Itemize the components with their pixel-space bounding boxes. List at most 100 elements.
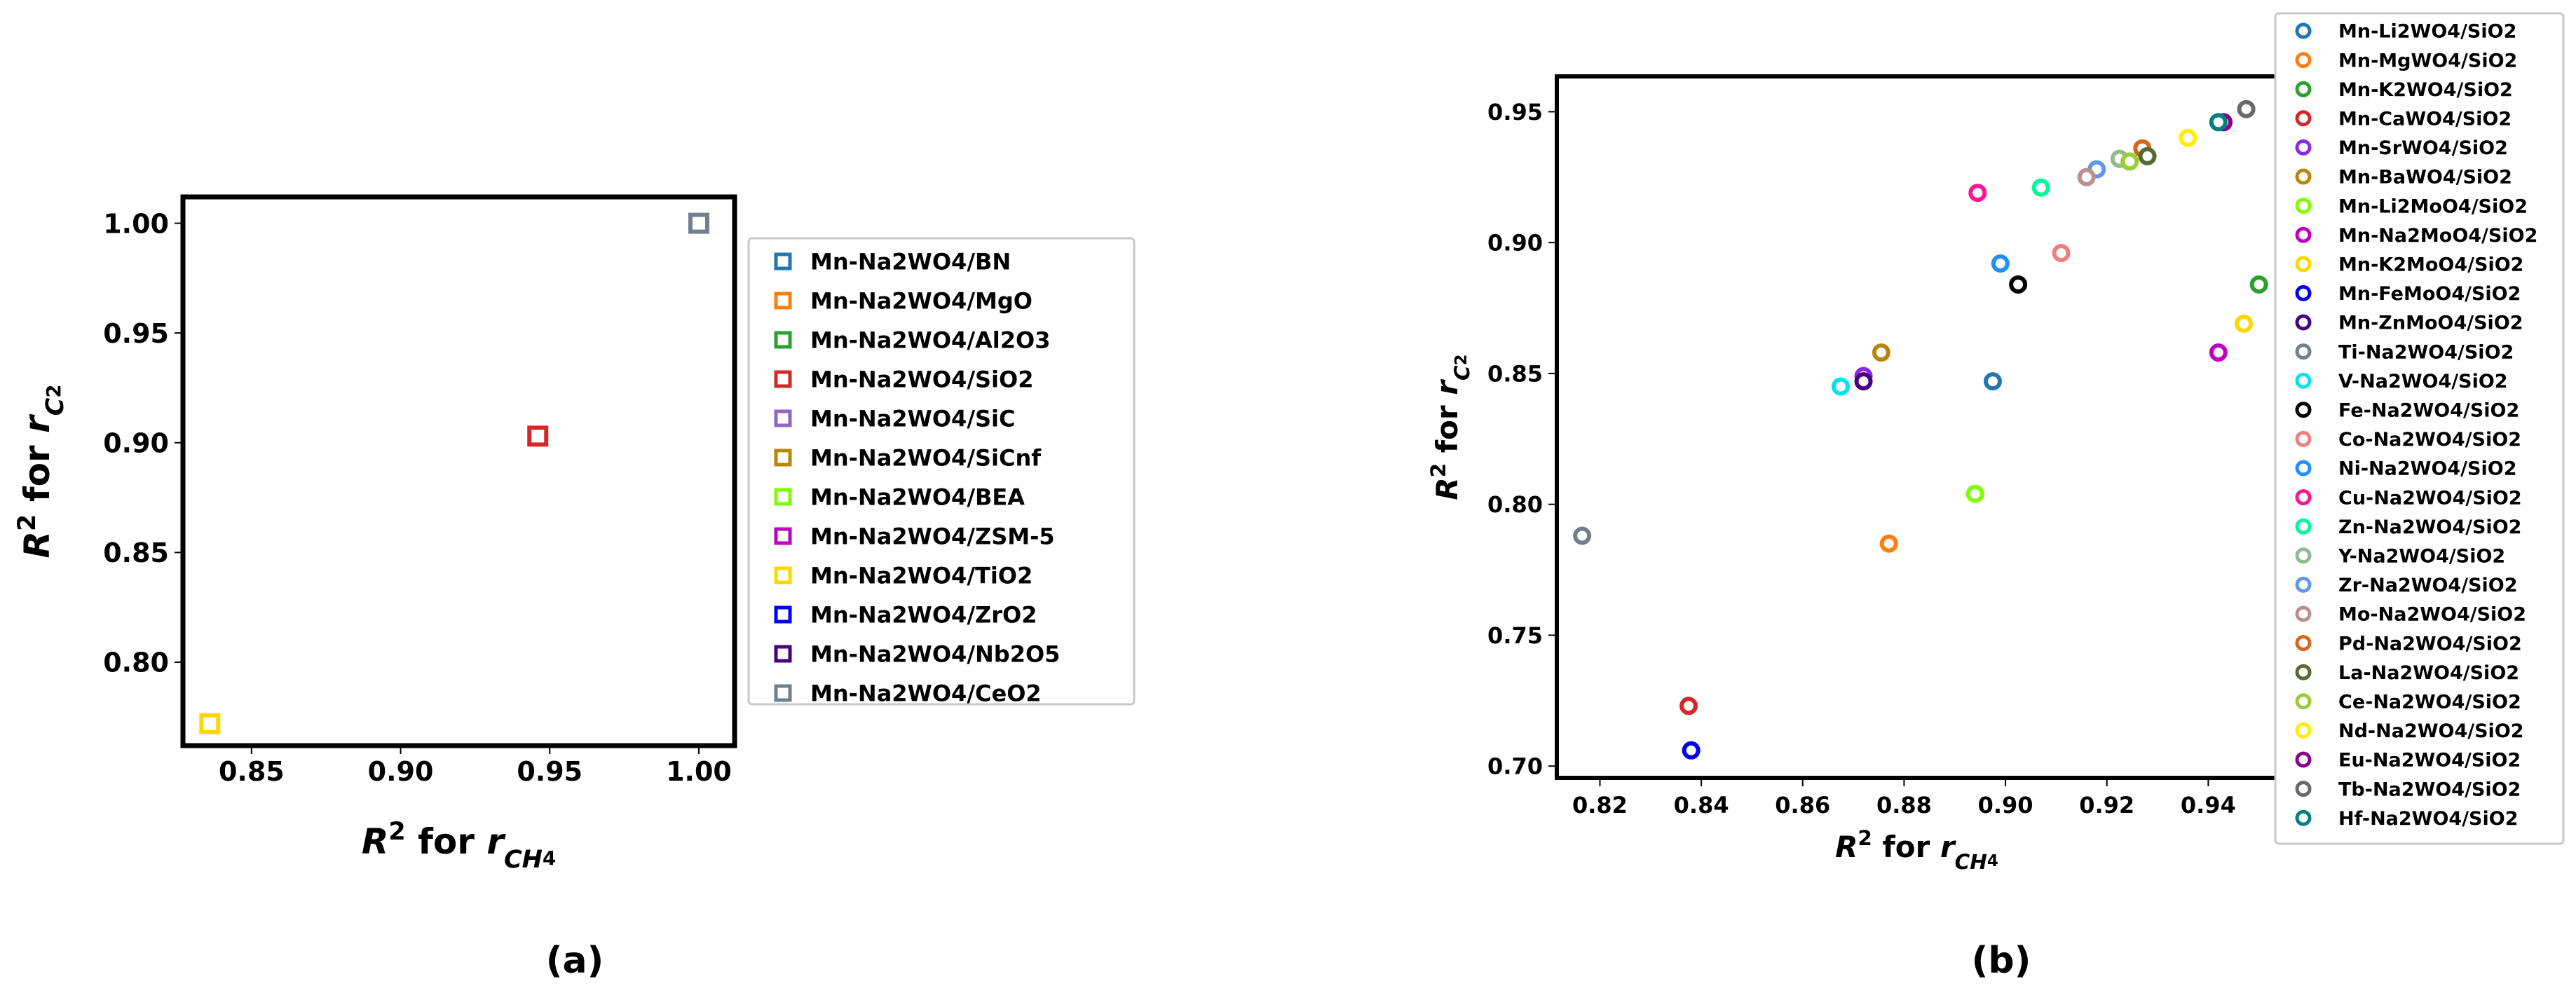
legend-marker (2295, 168, 2312, 185)
legend-marker (2295, 489, 2312, 506)
legend-marker (2295, 635, 2312, 652)
legend-box (747, 237, 1136, 706)
legend-entry-label: Cu-Na2WO4/SiO2 (2338, 487, 2522, 509)
data-point (688, 212, 709, 234)
legend-marker (2295, 430, 2312, 447)
y-tick-label: 0.85 (103, 537, 169, 568)
y-axis-title: R2 for rC2 (13, 385, 69, 559)
data-point (2209, 113, 2228, 132)
data-point (1854, 372, 1873, 391)
data-point (2237, 100, 2256, 118)
legend-marker (2295, 198, 2312, 214)
legend-marker (2295, 372, 2312, 389)
legend-entry-label: Mn-BaWO4/SiO2 (2338, 167, 2512, 189)
panel-caption: (a) (546, 940, 604, 982)
x-tick-label: 0.92 (2079, 792, 2134, 819)
y-tick-label: 0.75 (1487, 622, 1543, 649)
legend-marker (2295, 751, 2312, 768)
legend-marker (774, 684, 792, 702)
legend-marker (2295, 693, 2312, 710)
legend-marker (2295, 52, 2312, 69)
data-point (2138, 146, 2157, 165)
legend-entry-label: Mn-FeMoO4/SiO2 (2338, 283, 2521, 305)
legend-entry-label: Mo-Na2WO4/SiO2 (2338, 604, 2526, 626)
legend-entry-label: Ni-Na2WO4/SiO2 (2338, 458, 2516, 480)
data-point (2120, 152, 2139, 171)
legend-marker (2295, 226, 2312, 243)
legend-entry-label: Mn-Na2WO4/BN (810, 249, 1011, 275)
x-axis-title: R2 for rCH4 (1835, 826, 1998, 874)
data-point (1832, 377, 1851, 396)
legend-marker (774, 566, 792, 584)
legend-marker (774, 252, 792, 270)
y-tick-label: 0.70 (1487, 753, 1543, 780)
legend-entry-label: Pd-Na2WO4/SiO2 (2338, 633, 2522, 655)
data-point (1573, 526, 1592, 545)
legend-entry-label: Mn-Na2WO4/SiCnf (810, 445, 1042, 472)
legend-marker (774, 331, 792, 349)
data-point (2179, 128, 2197, 147)
legend-entry-label: Mn-MgWO4/SiO2 (2338, 50, 2517, 71)
x-tick-label: 1.00 (666, 756, 732, 787)
panel-caption: (b) (1972, 940, 2031, 982)
legend-entry-label: Mn-Na2WO4/ZSM-5 (810, 523, 1055, 550)
legend-marker (774, 488, 792, 506)
legend-entry-label: Mn-K2MoO4/SiO2 (2338, 254, 2523, 276)
legend-entry-label: Nd-Na2WO4/SiO2 (2338, 720, 2524, 742)
data-point (1872, 343, 1890, 362)
legend-marker (2295, 722, 2312, 739)
legend-entry-label: Mn-Na2WO4/Nb2O5 (810, 641, 1060, 668)
x-tick-label: 0.95 (517, 756, 582, 787)
data-point (1968, 184, 1987, 203)
data-point (2209, 343, 2228, 362)
legend-entry-label: Hf-Na2WO4/SiO2 (2338, 808, 2519, 830)
scatter-chart-a: 0.85 0.90 0.95 1.00 0.80 0.85 0.90 0.95 1.00 R2 f… (13, 194, 1136, 982)
legend-marker (774, 292, 792, 310)
data-point (2009, 275, 2028, 294)
data-point (199, 713, 221, 734)
legend-marker (2295, 343, 2312, 360)
legend-entry-label: Zn-Na2WO4/SiO2 (2338, 516, 2521, 538)
legend-marker (2295, 81, 2312, 97)
legend-entry-label: Ti-Na2WO4/SiO2 (2338, 341, 2514, 363)
legend-entry-label: Mn-CaWO4/SiO2 (2338, 109, 2512, 130)
legend-entry-label: Ce-Na2WO4/SiO2 (2338, 692, 2521, 713)
legend-marker (2295, 547, 2312, 564)
data-point (527, 425, 549, 447)
x-tick-label: 0.88 (1876, 792, 1932, 819)
legend-entry-label: La-Na2WO4/SiO2 (2338, 662, 2519, 684)
legend-marker (2295, 664, 2312, 680)
legend-entry-label: Eu-Na2WO4/SiO2 (2338, 750, 2521, 772)
legend-entry-label: Mn-Na2WO4/TiO2 (810, 563, 1033, 589)
legend-entry-label: Mn-Na2WO4/SiC (810, 406, 1016, 432)
legend-marker (2295, 576, 2312, 593)
legend-entry-label: Mn-Li2MoO4/SiO2 (2338, 196, 2528, 217)
legend-marker (2295, 460, 2312, 477)
y-tick-label: 1.00 (103, 208, 169, 239)
legend-marker (2295, 110, 2312, 127)
legend-marker (774, 645, 792, 663)
legend-entry-label: Mn-SrWO4/SiO2 (2338, 137, 2508, 159)
data-point (2234, 314, 2253, 333)
legend-entry-label: Mn-Na2WO4/MgO (810, 288, 1033, 315)
legend-marker (774, 605, 792, 624)
y-tick-label: 0.90 (1487, 230, 1543, 256)
legend-marker (774, 409, 792, 427)
legend-entry-label: Zr-Na2WO4/SiO2 (2338, 575, 2518, 596)
legend-entry-label: Mn-ZnMoO4/SiO2 (2338, 313, 2523, 334)
legend-entry-label: Mn-Na2WO4/BEA (810, 484, 1025, 511)
plot-frame (180, 194, 737, 748)
data-point (1965, 484, 1984, 503)
legend-marker (2295, 139, 2312, 156)
legend-entry-label: Fe-Na2WO4/SiO2 (2338, 400, 2519, 422)
y-tick-label: 0.95 (103, 318, 169, 349)
legend-entry-label: Co-Na2WO4/SiO2 (2338, 429, 2521, 451)
legend-entry-label: Mn-Na2WO4/SiO2 (810, 367, 1033, 393)
data-point (2052, 244, 2071, 263)
x-tick-label: 0.94 (2181, 792, 2236, 819)
legend-entry-label: Mn-Na2WO4/ZrO2 (810, 602, 1037, 629)
legend-entry-label: Mn-K2WO4/SiO2 (2338, 79, 2513, 101)
data-point (2077, 167, 2096, 186)
legend-marker (2295, 314, 2312, 331)
